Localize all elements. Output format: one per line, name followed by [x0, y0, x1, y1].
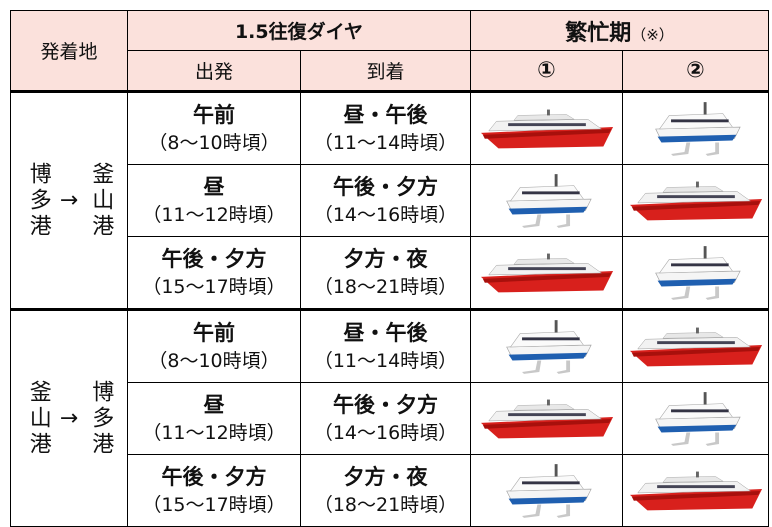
white-ship-image: [648, 244, 744, 302]
peak-2-header: ②: [622, 50, 769, 92]
white-ship-image: [499, 172, 595, 230]
departure-period: 昼: [203, 174, 225, 199]
ship-cell: [622, 308, 769, 383]
ship-cell: [470, 454, 623, 527]
arrival-period: 夕方・夜: [343, 246, 428, 271]
arrival-cell: 昼・午後 （11～14時頃）: [300, 308, 471, 383]
route: 釜山港 → 博多港: [11, 380, 127, 458]
schedule-table: 発着地 1.5往復ダイヤ 繁忙期（※） 出発 到着 ① ② 博多港 → 釜山港 午前（…: [10, 10, 769, 527]
route-arrow: →: [59, 406, 79, 431]
white-ship-image: [648, 100, 744, 158]
departure-period: 午後・夕方: [161, 464, 267, 489]
arrival-cell: 夕方・夜 （18～21時頃）: [300, 236, 471, 310]
peak-header-cell: 繁忙期（※）: [470, 10, 769, 51]
red-ship-image: [479, 397, 615, 441]
white-ship-image: [499, 462, 595, 520]
departure-time: （8～10時頃）: [148, 349, 280, 372]
red-ship-image: [628, 179, 764, 223]
origin-header: 発着地: [10, 10, 128, 92]
departure-time: （11～12時頃）: [142, 203, 286, 226]
route-to: 博多港: [88, 379, 114, 458]
ship-cell: [622, 236, 769, 310]
route-cell: 博多港 → 釜山港: [10, 90, 128, 310]
arrival-header: 到着: [300, 50, 471, 92]
route-from: 釜山港: [25, 379, 51, 458]
arrival-cell: 夕方・夜 （18～21時頃）: [300, 454, 471, 527]
red-ship-image: [479, 107, 615, 151]
peak-note: （※）: [631, 25, 674, 44]
route: 博多港 → 釜山港: [11, 162, 127, 240]
arrival-cell: 昼・午後 （11～14時頃）: [300, 90, 471, 165]
schedule-row: 博多港 → 釜山港 午前 （8～10時頃） 昼・午後 （11～14時頃）: [10, 90, 769, 310]
arrival-time: （18～21時頃）: [313, 275, 458, 298]
arrival-period: 午後・夕方: [333, 174, 438, 199]
schedule-row: 釜山港 → 博多港 午前 （8～10時頃） 昼・午後 （11～14時頃）: [10, 308, 769, 527]
ship-cell: [470, 90, 623, 165]
departure-cell: 午後・夕方 （15～17時頃）: [127, 454, 301, 527]
departure-period: 午後・夕方: [161, 246, 267, 271]
red-ship-image: [628, 469, 764, 513]
arrival-time: （11～14時頃）: [313, 349, 458, 372]
arrival-time: （14～16時頃）: [313, 203, 458, 226]
ship-cell: [470, 164, 623, 237]
red-ship-image: [628, 325, 764, 369]
departure-cell: 昼 （11～12時頃）: [127, 382, 301, 455]
route-cell: 釜山港 → 博多港: [10, 308, 128, 527]
arrival-time: （14～16時頃）: [313, 421, 458, 444]
arrival-cell: 午後・夕方 （14～16時頃）: [300, 382, 471, 455]
ship-cell: [622, 164, 769, 237]
route-from: 博多港: [25, 161, 51, 240]
route-to: 釜山港: [88, 161, 114, 240]
arrival-period: 昼・午後: [343, 320, 428, 345]
peak-1-header: ①: [470, 50, 623, 92]
departure-time: （8～10時頃）: [148, 131, 280, 154]
schedule-row: 午後・夕方 （15～17時頃） 夕方・夜 （18～21時頃）: [11, 236, 769, 310]
departure-time: （15～17時頃）: [142, 493, 286, 516]
white-ship-image: [648, 390, 744, 448]
ship-cell: [622, 90, 769, 165]
schedule-header: 1.5往復ダイヤ: [127, 10, 471, 51]
departure-cell: 午前 （8～10時頃）: [127, 90, 301, 165]
departure-period: 昼: [203, 392, 225, 417]
ship-cell: [470, 382, 623, 455]
departure-cell: 午前 （8～10時頃）: [127, 308, 301, 383]
white-ship-image: [499, 318, 595, 376]
departure-cell: 昼 （11～12時頃）: [127, 164, 301, 237]
route-arrow: →: [59, 188, 79, 213]
ship-cell: [470, 308, 623, 383]
departure-time: （15～17時頃）: [142, 275, 286, 298]
schedule-row: 午後・夕方 （15～17時頃） 夕方・夜 （18～21時頃）: [11, 454, 769, 527]
departure-period: 午前: [193, 320, 235, 345]
arrival-period: 夕方・夜: [343, 464, 428, 489]
ship-cell: [470, 236, 623, 310]
schedule-row: 昼 （11～12時頃） 午後・夕方 （14～16時頃）: [11, 382, 769, 455]
departure-period: 午前: [193, 102, 235, 127]
departure-time: （11～12時頃）: [142, 421, 286, 444]
arrival-time: （11～14時頃）: [313, 131, 458, 154]
ship-cell: [622, 382, 769, 455]
arrival-time: （18～21時頃）: [313, 493, 458, 516]
red-ship-image: [479, 251, 615, 295]
schedule-row: 昼 （11～12時頃） 午後・夕方 （14～16時頃）: [11, 164, 769, 237]
ship-cell: [622, 454, 769, 527]
departure-cell: 午後・夕方 （15～17時頃）: [127, 236, 301, 310]
arrival-period: 午後・夕方: [333, 392, 438, 417]
arrival-period: 昼・午後: [343, 102, 428, 127]
peak-header: 繁忙期: [565, 20, 632, 46]
departure-header: 出発: [127, 50, 301, 92]
arrival-cell: 午後・夕方 （14～16時頃）: [300, 164, 471, 237]
